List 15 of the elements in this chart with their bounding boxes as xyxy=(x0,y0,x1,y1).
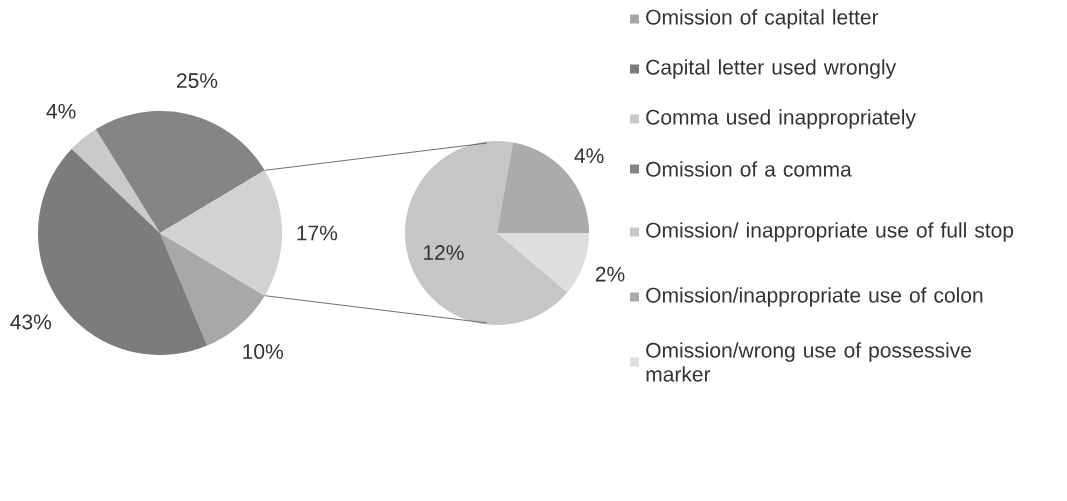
legend-label: Omission of a comma xyxy=(646,161,852,177)
legend-label: Omission/inappropriate use of colon xyxy=(646,287,983,307)
legend-label: Comma used inappropriately xyxy=(646,109,916,129)
data-label: 12% xyxy=(424,245,464,260)
data-label: 4% xyxy=(574,148,604,164)
legend-label: Capital letter used wrongly xyxy=(646,59,897,79)
legend-label: Omission/ inappropriate use of full stop xyxy=(646,222,1014,242)
data-label: 25% xyxy=(177,73,218,89)
data-label: 4% xyxy=(46,103,76,119)
data-label: 43% xyxy=(10,314,52,330)
legend-label: Omission of capital letter xyxy=(646,9,879,29)
data-label: 10% xyxy=(243,344,283,359)
data-label: 2% xyxy=(595,266,625,282)
legend-label: Omission/wrong use of possessive marker xyxy=(646,342,972,382)
data-label: 17% xyxy=(297,225,338,241)
